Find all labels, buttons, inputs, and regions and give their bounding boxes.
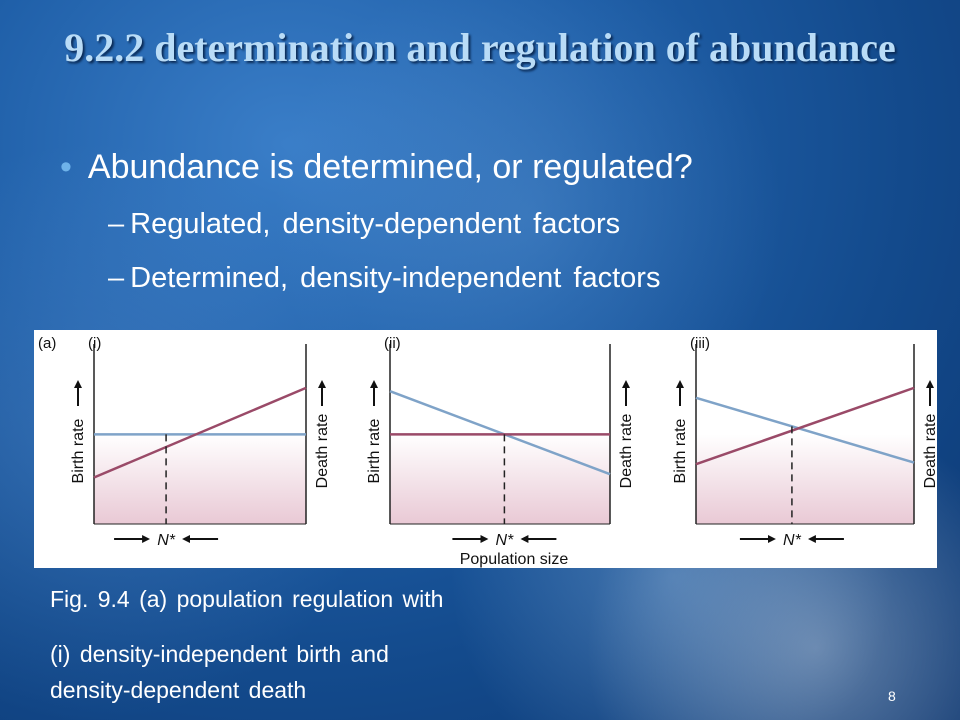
- birth-rate-label: Birth rate: [672, 418, 689, 483]
- panel-label: (ii): [384, 335, 401, 352]
- death-rate-line: [93, 386, 307, 479]
- shaded-region: [696, 434, 914, 524]
- slide-title: 9.2.2 determination and regulation of ab…: [64, 25, 896, 70]
- death-rate-line: [695, 386, 915, 466]
- figure-population-regulation: (a) Population size (i) Birth rate Death r…: [34, 330, 937, 568]
- bullet-dot-icon: •: [60, 148, 72, 186]
- shaded-region: [94, 434, 306, 524]
- x-axis-label: Population size: [460, 551, 569, 568]
- sub-item-determined: – Determined, density-independent factors: [108, 262, 660, 295]
- equilibrium-label: N*: [157, 532, 176, 549]
- bullet-text: Abundance is determined, or regulated?: [87, 148, 693, 186]
- sub-item-text: Determined, density-independent factors: [130, 262, 661, 294]
- page-number: 8: [888, 688, 896, 704]
- dash-icon: –: [108, 208, 125, 240]
- sub-item-text: Regulated, density-dependent factors: [130, 208, 621, 240]
- birth-rate-label: Birth rate: [366, 418, 383, 483]
- caption-line-1: Fig. 9.4 (a) population regulation with: [50, 586, 444, 612]
- birth-rate-line: [695, 396, 915, 464]
- shaded-region: [390, 434, 610, 524]
- caption-line-2: (i) density-independent birth and: [50, 641, 389, 667]
- death-rate-label: Death rate: [922, 414, 937, 489]
- figure-part-label: (a): [38, 335, 56, 352]
- birth-rate-line: [389, 390, 611, 476]
- equilibrium-label: N*: [783, 532, 802, 549]
- sub-item-regulated: – Regulated, density-dependent factors: [108, 208, 620, 241]
- equilibrium-label: N*: [496, 532, 515, 549]
- death-rate-label: Death rate: [618, 414, 635, 489]
- panel-label: (iii): [690, 335, 710, 352]
- dash-icon: –: [108, 262, 125, 294]
- caption-line-3: density-dependent death: [50, 677, 307, 703]
- birth-rate-label: Birth rate: [70, 418, 87, 483]
- figure-svg: (a) Population size (i) Birth rate Death r…: [38, 335, 937, 568]
- bullet-item: • Abundance is determined, or regulated?: [60, 148, 693, 187]
- death-rate-label: Death rate: [314, 414, 331, 489]
- panel-label: (i): [88, 335, 101, 352]
